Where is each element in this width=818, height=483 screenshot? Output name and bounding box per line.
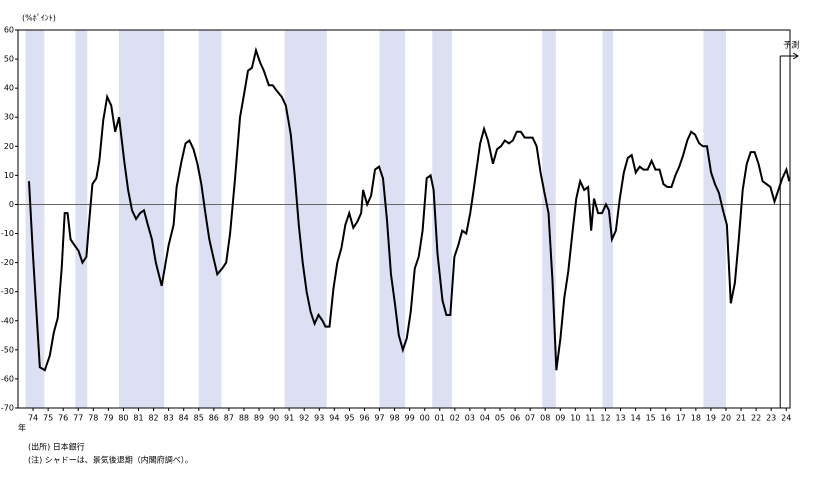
x-tick-label: 12: [600, 414, 610, 423]
y-tick-label: -40: [1, 316, 14, 325]
x-tick-label: 24: [781, 414, 791, 423]
x-tick-label: 10: [570, 414, 580, 423]
x-tick-label: 08: [540, 414, 550, 423]
x-tick-label: 18: [691, 414, 701, 423]
x-tick-label: 87: [224, 414, 234, 423]
y-tick-label: 10: [4, 171, 14, 180]
recession-shade: [118, 30, 165, 408]
x-tick-label: 16: [661, 414, 671, 423]
x-tick-label: 76: [58, 414, 68, 423]
x-tick-label: 77: [73, 414, 83, 423]
x-tick-label: 01: [435, 414, 445, 423]
x-tick-label: 05: [495, 414, 505, 423]
x-tick-label: 21: [736, 414, 746, 423]
x-tick-label: 04: [480, 414, 490, 423]
plot-frame: [17, 29, 791, 409]
x-tick-label: 79: [103, 414, 113, 423]
x-tick-label: 98: [389, 414, 399, 423]
x-tick-label: 06: [510, 414, 520, 423]
x-tick-label: 88: [239, 414, 249, 423]
x-tick-label: 83: [164, 414, 174, 423]
x-tick-label: 74: [28, 414, 38, 423]
x-tick-label: 94: [329, 414, 339, 423]
x-tick-label: 11: [585, 414, 595, 423]
source-note: (出所) 日本銀行: [28, 442, 85, 452]
y-tick-label: -30: [1, 287, 14, 296]
di-line: [28, 46, 791, 372]
x-tick-label: 03: [465, 414, 475, 423]
x-tick-label: 14: [631, 414, 641, 423]
recession-shade: [75, 30, 88, 408]
y-tick-label: -10: [1, 229, 14, 238]
y-tick-label: 0: [9, 200, 14, 209]
recession-shade: [602, 30, 614, 408]
x-tick-label: 81: [133, 414, 143, 423]
x-tick-label: 09: [555, 414, 565, 423]
y-tick-label: 50: [4, 55, 14, 64]
x-tick-label: 22: [751, 414, 761, 423]
x-tick-label: 91: [284, 414, 294, 423]
x-tick-label: 86: [209, 414, 219, 423]
x-tick-label: 95: [344, 414, 354, 423]
x-tick-label: 80: [118, 414, 128, 423]
x-tick-label: 20: [721, 414, 731, 423]
x-tick-label: 93: [314, 414, 324, 423]
x-tick-label: 19: [706, 414, 716, 423]
x-tick-label: 00: [420, 414, 430, 423]
y-tick-label: 20: [4, 142, 14, 151]
x-tick-label: 92: [299, 414, 309, 423]
y-tick-label: 40: [4, 84, 14, 93]
recession-shade: [25, 30, 45, 408]
x-unit: 年: [18, 423, 26, 433]
x-tick-label: 82: [148, 414, 158, 423]
shade-note: (注) シャドーは、景気後退期（内閣府調べ）。: [28, 455, 193, 465]
x-tick-label: 89: [254, 414, 264, 423]
x-tick-label: 85: [194, 414, 204, 423]
x-tick-label: 96: [359, 414, 369, 423]
x-tick-label: 02: [450, 414, 460, 423]
x-tick-label: 78: [88, 414, 98, 423]
y-tick-label: -70: [1, 404, 14, 413]
x-tick-label: 23: [766, 414, 776, 423]
x-tick-label: 90: [269, 414, 279, 423]
y-tick-label: -60: [1, 374, 14, 383]
x-tick-label: 07: [525, 414, 535, 423]
x-tick-label: 84: [179, 414, 189, 423]
y-axis-label: (%ﾎﾟｲﾝﾄ): [22, 14, 56, 23]
forecast-label: 予測: [783, 40, 799, 50]
forecast-arrowhead: [792, 52, 799, 60]
recession-shade: [379, 30, 406, 408]
x-tick-label: 15: [646, 414, 656, 423]
y-tick-label: -50: [1, 345, 14, 354]
x-tick-label: 97: [374, 414, 384, 423]
y-tick-label: -20: [1, 258, 14, 267]
recession-shade: [198, 30, 222, 408]
y-tick-label: 60: [4, 26, 14, 35]
x-tick-label: 99: [405, 414, 415, 423]
x-tick-label: 13: [615, 414, 625, 423]
x-tick-label: 17: [676, 414, 686, 423]
y-tick-label: 30: [4, 113, 14, 122]
recession-shade: [703, 30, 726, 408]
recession-shade: [284, 30, 327, 408]
x-tick-label: 75: [43, 414, 53, 423]
